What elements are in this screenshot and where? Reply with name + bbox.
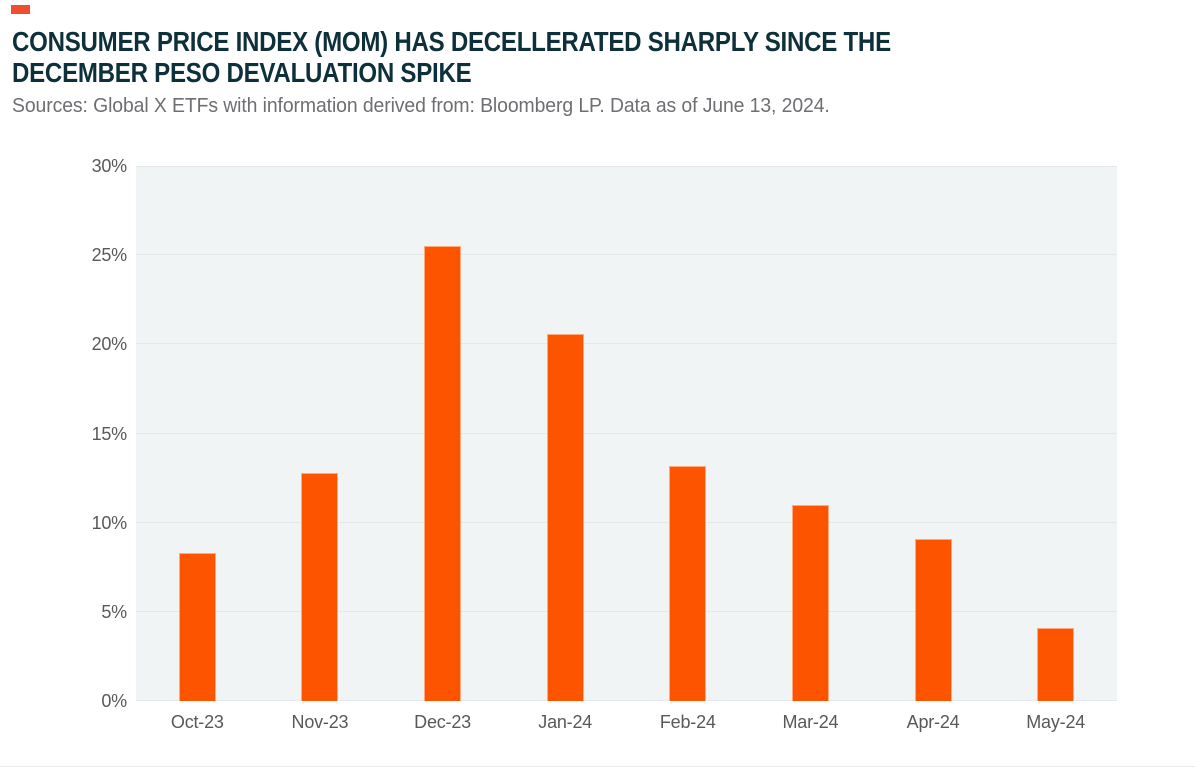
x-tick-label-Dec-23: Dec-23 bbox=[414, 712, 471, 732]
x-tick-label-Oct-23: Oct-23 bbox=[170, 712, 224, 732]
x-tick-label-Apr-24: Apr-24 bbox=[906, 712, 960, 732]
gridline-5 bbox=[136, 610, 1117, 612]
bar-band-Dec-23 bbox=[381, 166, 504, 701]
y-tick-label-0pct: 0% bbox=[101, 691, 127, 711]
page-title: CONSUMER PRICE INDEX (MOM) HAS DECELLERA… bbox=[12, 26, 1034, 88]
bar-band-Feb-24 bbox=[627, 166, 750, 701]
source-note: Sources: Global X ETFs with information … bbox=[12, 95, 830, 117]
gridline-20 bbox=[136, 343, 1117, 345]
y-tick-label-25pct: 25% bbox=[91, 245, 128, 266]
bar-Nov-23 bbox=[301, 472, 339, 701]
page-title-line-2: DECEMBER PESO DEVALUATION SPIKE bbox=[12, 57, 472, 88]
bar-band-May-24 bbox=[994, 166, 1117, 701]
bar-series bbox=[136, 166, 1117, 701]
y-tick-label-10pct: 10% bbox=[91, 512, 128, 533]
gridline-25 bbox=[136, 254, 1117, 256]
y-tick-label-20pct: 20% bbox=[91, 334, 128, 355]
x-tick-label-Jan-24: Jan-24 bbox=[538, 712, 593, 732]
bar-band-Mar-24 bbox=[749, 166, 872, 701]
x-tick-label-Feb-24: Feb-24 bbox=[659, 712, 716, 732]
y-tick-label-15pct: 15% bbox=[91, 423, 128, 444]
bar-Apr-24 bbox=[914, 538, 952, 701]
bar-band-Apr-24 bbox=[872, 166, 995, 701]
bar-band-Jan-24 bbox=[504, 166, 627, 701]
plot-area bbox=[136, 166, 1117, 701]
bar-Mar-24 bbox=[791, 504, 829, 701]
bar-band-Oct-23 bbox=[136, 166, 259, 701]
gridline-10 bbox=[136, 521, 1117, 523]
page-title-line-1: CONSUMER PRICE INDEX (MOM) HAS DECELLERA… bbox=[12, 26, 891, 57]
x-axis: Oct-23 Nov-23 Dec-23 Jan-24 Feb-24 Mar-24 Apr-… bbox=[136, 711, 1117, 733]
brand-accent-bar bbox=[11, 5, 30, 14]
gridline-15 bbox=[136, 432, 1117, 434]
bar-Feb-24 bbox=[669, 465, 707, 701]
gridline-30 bbox=[136, 166, 1117, 167]
x-tick-label-Nov-23: Nov-23 bbox=[291, 712, 349, 732]
y-tick-label-5pct: 5% bbox=[101, 601, 127, 622]
x-tick-label-Mar-24: Mar-24 bbox=[782, 712, 839, 732]
bar-Jan-24 bbox=[546, 333, 584, 701]
bar-band-Nov-23 bbox=[259, 166, 382, 701]
gridline-0 bbox=[136, 700, 1117, 701]
y-tick-label-30pct: 30% bbox=[91, 156, 128, 176]
y-axis: 0% 5% 10% 15% 20% 25% 30% bbox=[0, 157, 128, 710]
bar-May-24 bbox=[1037, 627, 1075, 701]
bar-Oct-23 bbox=[178, 552, 216, 701]
x-tick-label-May-24: May-24 bbox=[1026, 712, 1086, 732]
bar-Dec-23 bbox=[424, 246, 462, 701]
